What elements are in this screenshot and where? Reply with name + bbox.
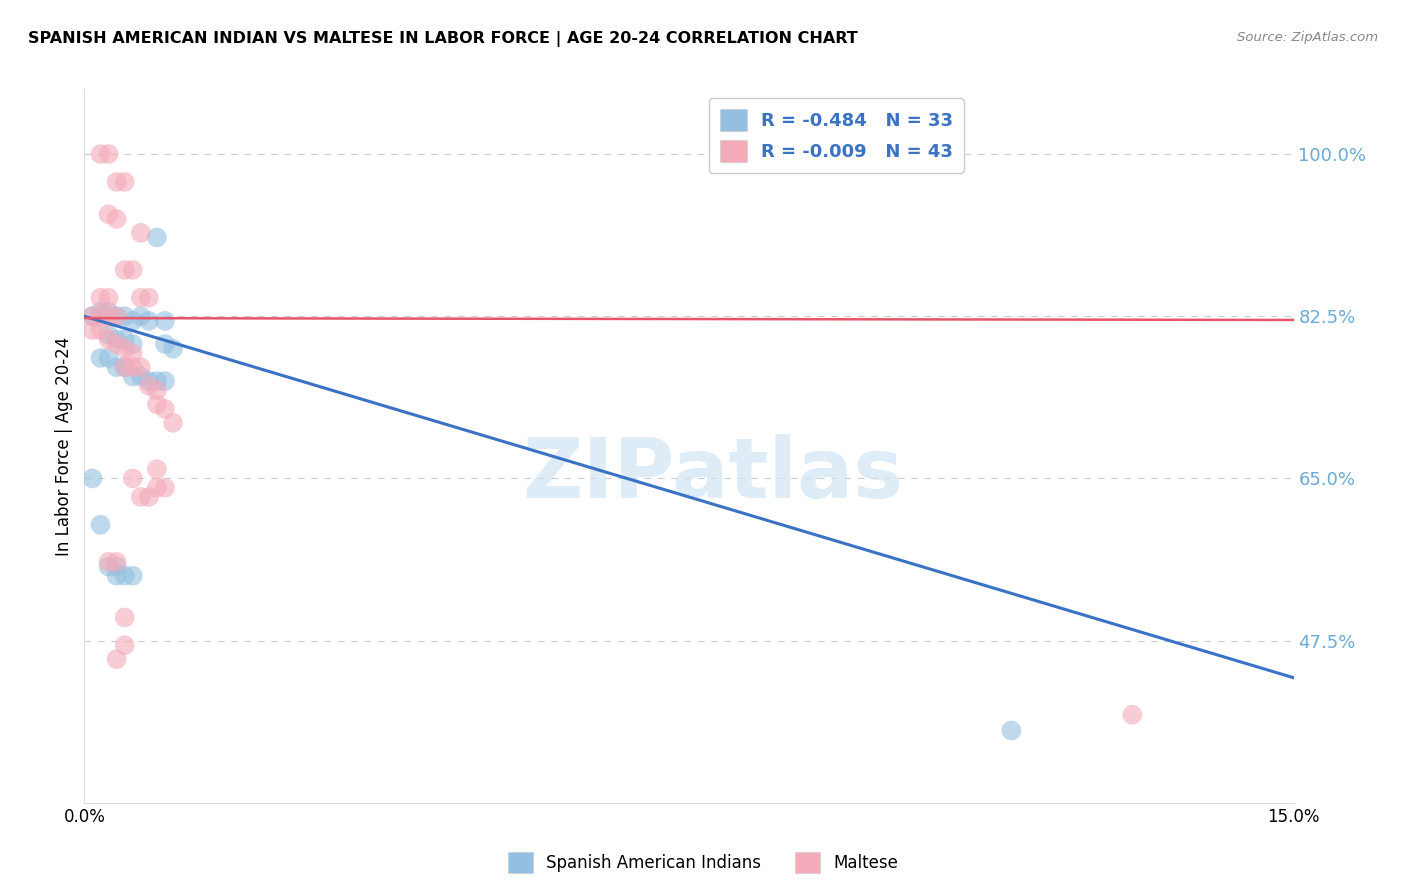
Point [82, 310, 104, 324]
Point [82, 323, 104, 337]
Point [105, 360, 128, 375]
Point [105, 175, 128, 189]
Point [114, 360, 136, 375]
Point [129, 490, 152, 504]
Point [138, 374, 160, 388]
Point [105, 568, 128, 582]
Point [114, 568, 136, 582]
Point [162, 342, 184, 356]
Point [114, 263, 136, 277]
Point [114, 342, 136, 356]
Point [129, 360, 152, 375]
Legend: R = -0.484   N = 33, R = -0.009   N = 43: R = -0.484 N = 33, R = -0.009 N = 43 [709, 98, 965, 173]
Point [97, 333, 120, 347]
Point [146, 481, 169, 495]
Point [97, 291, 120, 305]
Text: SPANISH AMERICAN INDIAN VS MALTESE IN LABOR FORCE | AGE 20-24 CORRELATION CHART: SPANISH AMERICAN INDIAN VS MALTESE IN LA… [28, 31, 858, 47]
Point [114, 360, 136, 375]
Point [114, 638, 136, 652]
Point [97, 147, 120, 161]
Point [105, 652, 128, 666]
Point [97, 304, 120, 318]
Point [121, 568, 143, 582]
Point [129, 369, 152, 384]
Point [89, 291, 111, 305]
Point [153, 314, 176, 328]
Point [146, 230, 169, 244]
Point [153, 401, 176, 416]
Point [129, 310, 152, 324]
Point [114, 175, 136, 189]
Point [105, 555, 128, 569]
Point [89, 323, 111, 337]
Point [105, 211, 128, 226]
Point [97, 310, 120, 324]
Point [89, 304, 111, 318]
Point [121, 346, 143, 360]
Point [153, 374, 176, 388]
Point [121, 263, 143, 277]
Point [105, 310, 128, 324]
Point [138, 291, 160, 305]
Point [1000, 723, 1022, 738]
Point [82, 310, 104, 324]
Point [121, 360, 143, 375]
Point [82, 471, 104, 485]
Point [153, 337, 176, 351]
Y-axis label: In Labor Force | Age 20-24: In Labor Force | Age 20-24 [55, 336, 73, 556]
Point [121, 471, 143, 485]
Point [114, 310, 136, 324]
Point [129, 291, 152, 305]
Point [121, 337, 143, 351]
Point [138, 490, 160, 504]
Legend: Spanish American Indians, Maltese: Spanish American Indians, Maltese [502, 846, 904, 880]
Point [114, 610, 136, 624]
Point [114, 333, 136, 347]
Point [89, 147, 111, 161]
Point [129, 226, 152, 240]
Point [153, 481, 176, 495]
Point [97, 555, 120, 569]
Point [89, 351, 111, 365]
Point [146, 462, 169, 476]
Point [146, 374, 169, 388]
Point [146, 397, 169, 411]
Point [121, 314, 143, 328]
Point [121, 369, 143, 384]
Point [138, 314, 160, 328]
Point [97, 207, 120, 221]
Text: Source: ZipAtlas.com: Source: ZipAtlas.com [1237, 31, 1378, 45]
Text: ZIPatlas: ZIPatlas [523, 434, 904, 515]
Point [105, 337, 128, 351]
Point [105, 310, 128, 324]
Point [146, 384, 169, 398]
Point [97, 327, 120, 342]
Point [89, 310, 111, 324]
Point [138, 378, 160, 392]
Point [105, 333, 128, 347]
Point [97, 351, 120, 365]
Point [89, 517, 111, 532]
Point [1121, 707, 1143, 722]
Point [105, 559, 128, 574]
Point [162, 416, 184, 430]
Point [97, 559, 120, 574]
